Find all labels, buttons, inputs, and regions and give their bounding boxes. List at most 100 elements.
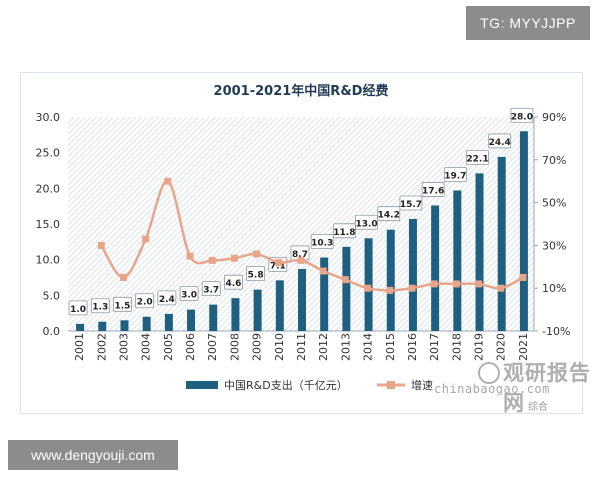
bar-data-label: 13.0 bbox=[355, 219, 377, 229]
watermark-corner: 综合 bbox=[528, 402, 548, 413]
growth-point bbox=[475, 280, 483, 288]
bar-data-label: 7.1 bbox=[270, 261, 286, 271]
y-left-tick-label: 5.0 bbox=[43, 289, 61, 302]
legend-bar-swatch bbox=[186, 381, 218, 389]
y-right-tick-label: 50% bbox=[542, 197, 566, 210]
x-tick-label: 2010 bbox=[273, 333, 286, 361]
x-tick-label: 2011 bbox=[295, 333, 308, 361]
y-right-tick-label: -10% bbox=[542, 325, 570, 338]
x-tick-label: 2015 bbox=[384, 333, 397, 361]
growth-point bbox=[297, 256, 305, 264]
chart-svg: 2001-2021年中国R&D经费 0.0 5.0 10.0 15.0 20.0 25.0… bbox=[36, 83, 571, 392]
growth-point bbox=[253, 250, 261, 258]
bar-data-label: 3.7 bbox=[203, 286, 219, 296]
bar-data-label-box bbox=[157, 290, 177, 306]
bar-data-label: 8.7 bbox=[292, 250, 308, 260]
growth-point bbox=[97, 241, 105, 249]
bar-data-label-box bbox=[90, 298, 110, 314]
bar bbox=[98, 321, 107, 331]
growth-point bbox=[186, 252, 194, 260]
x-tick-label: 2017 bbox=[428, 333, 441, 361]
bar-data-label: 17.6 bbox=[422, 186, 444, 196]
bar-data-label-box bbox=[377, 206, 401, 222]
y-right-tick-label: 30% bbox=[542, 239, 566, 252]
bar-data-label: 3.0 bbox=[181, 291, 197, 301]
bar-data-label-box bbox=[201, 281, 221, 297]
x-tick-label: 2006 bbox=[184, 333, 197, 361]
y-left-tick-label: 25.0 bbox=[36, 147, 61, 160]
bar bbox=[164, 313, 173, 331]
bar-data-label: 4.6 bbox=[225, 279, 241, 289]
y-left-tick-label: 30.0 bbox=[36, 111, 61, 124]
bar bbox=[209, 304, 218, 331]
growth-point bbox=[519, 274, 527, 281]
bar-data-label: 1.5 bbox=[114, 301, 130, 311]
growth-point bbox=[230, 254, 238, 262]
growth-point bbox=[430, 280, 438, 288]
bar-data-label-box bbox=[68, 300, 88, 316]
bar bbox=[320, 257, 329, 331]
x-tick-label: 2019 bbox=[473, 333, 486, 361]
y-right-tick-label: 70% bbox=[542, 154, 566, 167]
y-right-tick-label: 90% bbox=[542, 111, 566, 124]
growth-point bbox=[408, 284, 416, 292]
bar-data-label-box bbox=[310, 234, 334, 249]
bar-data-label-box bbox=[332, 223, 356, 239]
x-tick-label: 2008 bbox=[228, 333, 241, 361]
growth-point bbox=[208, 256, 216, 264]
x-tick-label: 2016 bbox=[406, 333, 419, 361]
bar bbox=[120, 320, 129, 331]
bar-data-label-box bbox=[135, 293, 155, 309]
bar-data-label-box bbox=[510, 107, 534, 123]
x-tick-label: 2020 bbox=[495, 333, 508, 361]
bar-data-label-box bbox=[224, 274, 243, 290]
x-tick-label: 2003 bbox=[117, 333, 130, 361]
bar bbox=[253, 289, 262, 331]
bar-data-label: 24.4 bbox=[489, 138, 511, 148]
legend-bar-label: 中国R&D支出（千亿元） bbox=[224, 378, 348, 392]
growth-point bbox=[275, 259, 283, 267]
growth-point bbox=[142, 235, 150, 243]
bar-data-label: 10.3 bbox=[311, 239, 333, 249]
bar bbox=[275, 280, 284, 331]
bar-data-label-box bbox=[113, 296, 132, 312]
y-left-tick-label: 15.0 bbox=[36, 218, 61, 231]
x-tick-label: 2005 bbox=[162, 333, 175, 361]
x-tick-label: 2009 bbox=[251, 333, 264, 361]
bar bbox=[386, 229, 395, 331]
bar-data-label: 22.1 bbox=[466, 154, 488, 164]
growth-point bbox=[452, 280, 460, 288]
bar-data-label: 11.8 bbox=[333, 228, 355, 238]
bar-data-label: 1.0 bbox=[70, 305, 86, 315]
watermark-brand: 观研报告网 bbox=[503, 361, 591, 415]
watermark-logo-icon bbox=[478, 362, 500, 384]
bar bbox=[187, 309, 196, 331]
bar-data-label: 28.0 bbox=[511, 112, 533, 122]
legend-line-marker bbox=[387, 381, 395, 389]
bar-data-label-box bbox=[355, 214, 378, 230]
x-tick-label: 2007 bbox=[206, 333, 219, 361]
x-tick-label: 2004 bbox=[140, 333, 153, 361]
bar bbox=[431, 205, 440, 331]
bar-data-label: 5.8 bbox=[248, 271, 264, 281]
growth-point bbox=[497, 284, 505, 292]
site-badge: www.dengyouji.com bbox=[8, 440, 178, 470]
x-tick-label: 2001 bbox=[73, 333, 86, 361]
bar bbox=[76, 323, 85, 331]
bar bbox=[497, 156, 506, 331]
growth-point bbox=[319, 267, 327, 275]
bar-data-label: 15.7 bbox=[400, 200, 422, 210]
x-tick-label: 2013 bbox=[339, 333, 352, 361]
growth-point bbox=[341, 276, 349, 284]
growth-point bbox=[164, 177, 172, 185]
bar-data-label: 2.0 bbox=[137, 298, 153, 308]
x-tick-label: 2018 bbox=[450, 333, 463, 361]
y-left-tick-label: 0.0 bbox=[43, 325, 61, 338]
x-tick-label: 2014 bbox=[362, 333, 375, 361]
bar-data-label-box bbox=[179, 286, 199, 302]
bar-data-label-box bbox=[246, 266, 266, 282]
bar-data-label-box bbox=[488, 133, 512, 149]
legend-line-label: 增速 bbox=[411, 378, 433, 392]
tg-badge: TG: MYYJJPP bbox=[466, 6, 590, 40]
bar bbox=[298, 268, 306, 331]
